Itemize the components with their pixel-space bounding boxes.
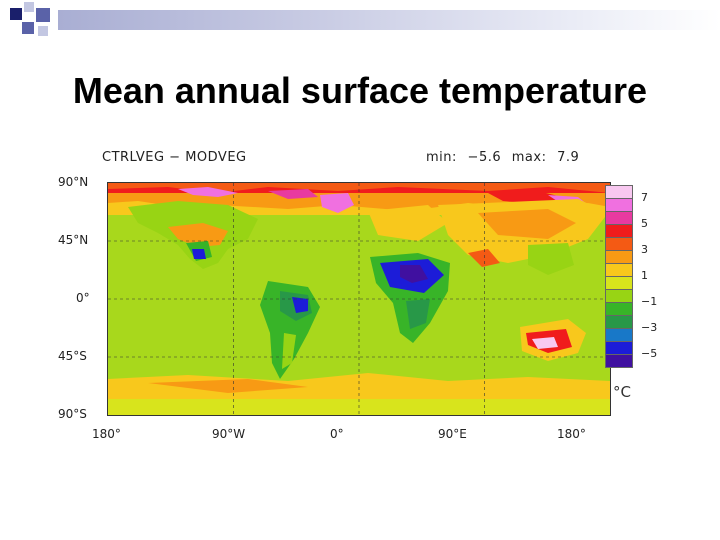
legend-label: −3 [641,321,658,334]
min-value: −5.6 [467,150,502,165]
lat-label-90n: 90°N [58,175,89,189]
legend-label: 7 [641,191,648,204]
legend-swatch [605,237,633,251]
lat-label-45s: 45°S [58,349,87,363]
header-gradient-bar [58,10,720,30]
legend-swatch [605,328,633,342]
max-value: 7.9 [557,150,580,165]
lon-label-180e: 180° [557,427,586,441]
lat-label-eq: 0° [76,291,90,305]
legend-swatch [605,224,633,238]
lat-label-45n: 45°N [58,233,89,247]
header-decoration [0,0,60,48]
legend-label: 1 [641,269,648,282]
legend-swatch [605,198,633,212]
legend-swatch [605,354,633,368]
lon-label-0: 0° [330,427,344,441]
experiment-label: CTRLVEG − MODVEG [102,150,247,165]
legend-label: 5 [641,217,648,230]
legend-swatch [605,276,633,290]
legend-swatch [605,211,633,225]
lon-label-90w: 90°W [212,427,246,441]
legend-swatch [605,302,633,316]
legend-swatch [605,341,633,355]
min-label: min: [426,150,457,165]
map-figure: CTRLVEG − MODVEG min: −5.6 max: 7.9 90°N… [40,140,680,470]
legend-label: 3 [641,243,648,256]
legend-swatch [605,250,633,264]
legend-label: −1 [641,295,658,308]
min-max-readout: min: −5.6 max: 7.9 [426,150,585,165]
legend-label: −5 [641,347,658,360]
legend-swatch [605,185,633,199]
legend-swatch [605,289,633,303]
lon-label-180w: 180° [92,427,121,441]
lon-label-90e: 90°E [438,427,467,441]
temperature-field [108,183,610,415]
legend-unit: °C [613,383,631,401]
lat-label-90s: 90°S [58,407,87,421]
legend-swatch [605,263,633,277]
legend-swatch [605,315,633,329]
max-label: max: [511,150,547,165]
slide-title: Mean annual surface temperature [72,70,648,111]
temperature-map [107,182,611,416]
